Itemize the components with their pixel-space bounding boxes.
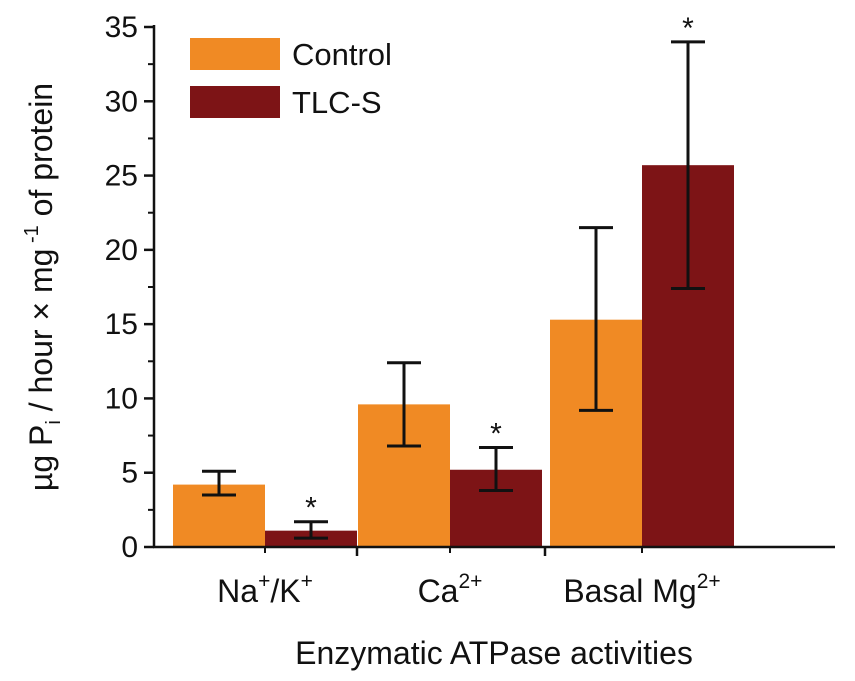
y-tick-label: 15 bbox=[105, 308, 138, 341]
legend-label-tlc-s: TLC-S bbox=[292, 85, 382, 120]
y-axis-title-superscript: -1 bbox=[21, 225, 43, 248]
legend-swatch-control bbox=[190, 38, 280, 70]
y-ticks-layer: 0 5 10 15 20 25 30 35 bbox=[105, 11, 154, 564]
legend: Control TLC-S bbox=[190, 37, 392, 120]
category-middle: /K bbox=[270, 573, 300, 609]
x-axis-title: Enzymatic ATPase activities bbox=[295, 635, 693, 671]
error-bars-layer bbox=[202, 40, 705, 540]
legend-label-control: Control bbox=[292, 37, 392, 72]
y-tick-label: 10 bbox=[105, 382, 138, 415]
y-axis-title-part1: µg P bbox=[23, 425, 59, 491]
significance-asterisk: * bbox=[305, 492, 317, 525]
y-tick-label: 0 bbox=[121, 531, 138, 564]
significance-asterisk: * bbox=[682, 12, 694, 45]
category-superscript: 2+ bbox=[697, 570, 721, 593]
y-axis-title: µg Pi / hour × mg -1 of protein bbox=[21, 83, 65, 491]
y-axis-title-part2: / hour × mg bbox=[23, 249, 59, 421]
x-category-labels-layer: Na+/K+ Ca2+ Basal Mg2+ bbox=[217, 547, 721, 609]
category-superscript: + bbox=[258, 570, 270, 593]
category-base: Basal Mg bbox=[563, 573, 696, 609]
y-axis-title-subscript: i bbox=[43, 420, 65, 424]
category-superscript: 2+ bbox=[458, 570, 482, 593]
y-tick-label: 35 bbox=[105, 11, 138, 44]
x-category-label: Ca2+ bbox=[418, 570, 483, 609]
significance-layer: * * * bbox=[305, 12, 694, 525]
y-tick-label: 5 bbox=[121, 457, 138, 490]
y-axis-title-part3: of protein bbox=[23, 83, 59, 225]
bars-layer bbox=[173, 165, 734, 547]
y-tick-label: 30 bbox=[105, 85, 138, 118]
category-base: Na bbox=[217, 573, 258, 609]
x-category-label: Na+/K+ bbox=[217, 570, 313, 609]
y-tick-label: 25 bbox=[105, 160, 138, 193]
category-superscript-2: + bbox=[301, 570, 313, 593]
category-base: Ca bbox=[418, 573, 459, 609]
significance-asterisk: * bbox=[490, 417, 502, 450]
legend-swatch-tlc-s bbox=[190, 86, 280, 118]
x-category-label: Basal Mg2+ bbox=[563, 570, 720, 609]
y-tick-label: 20 bbox=[105, 234, 138, 267]
